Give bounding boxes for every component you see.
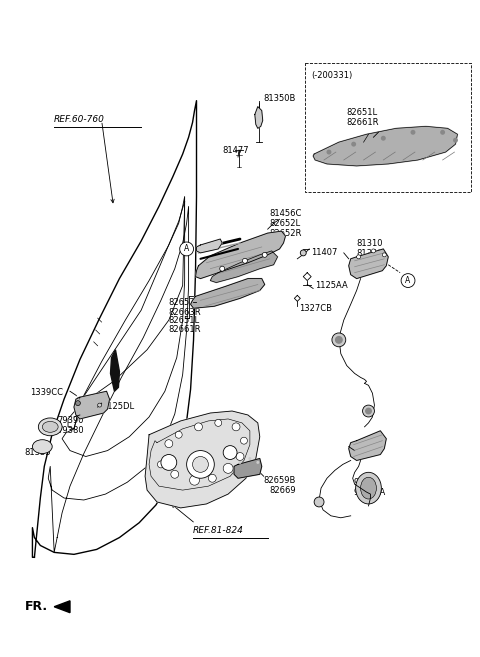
- Ellipse shape: [38, 418, 62, 436]
- Text: 82661R: 82661R: [347, 118, 379, 127]
- Text: 82663R: 82663R: [169, 307, 202, 317]
- Circle shape: [190, 475, 200, 485]
- Polygon shape: [145, 411, 260, 508]
- Polygon shape: [191, 279, 264, 308]
- Circle shape: [223, 463, 233, 473]
- Text: 82661R: 82661R: [169, 325, 201, 334]
- Text: 79390: 79390: [57, 417, 84, 426]
- Ellipse shape: [356, 472, 381, 504]
- Text: A: A: [184, 244, 189, 254]
- Circle shape: [410, 130, 416, 135]
- Circle shape: [383, 253, 386, 257]
- Polygon shape: [349, 249, 388, 279]
- Text: 79380: 79380: [57, 426, 84, 436]
- Text: 82651L: 82651L: [347, 108, 378, 117]
- Circle shape: [175, 431, 182, 438]
- Text: 82652L: 82652L: [270, 219, 301, 228]
- Polygon shape: [54, 600, 70, 613]
- Text: REF.60-760: REF.60-760: [54, 114, 105, 124]
- Circle shape: [262, 252, 267, 258]
- Circle shape: [215, 419, 222, 426]
- Circle shape: [194, 423, 203, 431]
- Text: 82669: 82669: [270, 486, 296, 495]
- Circle shape: [332, 333, 346, 347]
- Text: (-200331): (-200331): [311, 71, 352, 80]
- Ellipse shape: [360, 477, 376, 499]
- Circle shape: [208, 474, 216, 482]
- Polygon shape: [195, 231, 286, 279]
- Text: 81350B: 81350B: [264, 94, 296, 103]
- Circle shape: [256, 461, 259, 464]
- Bar: [305, 63, 471, 192]
- Text: FR.: FR.: [24, 600, 48, 613]
- Circle shape: [157, 461, 164, 468]
- Circle shape: [75, 401, 80, 405]
- Polygon shape: [210, 251, 277, 283]
- Circle shape: [220, 266, 225, 271]
- Text: 81310: 81310: [357, 240, 383, 248]
- Text: 1339CC: 1339CC: [30, 388, 63, 397]
- Text: 91658A: 91658A: [354, 487, 386, 497]
- Circle shape: [236, 453, 244, 461]
- Circle shape: [365, 407, 372, 415]
- Circle shape: [223, 445, 237, 459]
- Circle shape: [453, 138, 458, 143]
- Circle shape: [351, 142, 356, 147]
- Text: 81477: 81477: [222, 146, 249, 154]
- Circle shape: [165, 440, 173, 447]
- Circle shape: [300, 250, 306, 256]
- Ellipse shape: [42, 421, 58, 432]
- Text: 1327CB: 1327CB: [300, 304, 332, 313]
- Text: 82653L: 82653L: [169, 298, 200, 307]
- Text: 11407: 11407: [311, 248, 337, 258]
- Circle shape: [357, 255, 360, 259]
- Text: REF.81-824: REF.81-824: [192, 526, 243, 535]
- Circle shape: [232, 423, 240, 431]
- Circle shape: [326, 150, 331, 154]
- Circle shape: [381, 136, 386, 141]
- Text: 82651L: 82651L: [169, 315, 200, 325]
- Circle shape: [440, 130, 445, 135]
- Circle shape: [180, 242, 193, 256]
- Text: 1125AA: 1125AA: [315, 281, 348, 290]
- Polygon shape: [255, 106, 263, 128]
- Polygon shape: [234, 459, 262, 478]
- Circle shape: [187, 451, 214, 478]
- Text: 1125DL: 1125DL: [102, 401, 134, 411]
- Polygon shape: [74, 392, 109, 419]
- Circle shape: [171, 470, 179, 478]
- Polygon shape: [313, 126, 457, 166]
- Text: 82659B: 82659B: [264, 476, 296, 485]
- Circle shape: [314, 497, 324, 507]
- Text: 82652R: 82652R: [270, 229, 302, 238]
- Circle shape: [97, 403, 102, 407]
- Polygon shape: [196, 239, 222, 253]
- Text: 81320: 81320: [357, 250, 383, 258]
- Circle shape: [161, 455, 177, 470]
- Circle shape: [240, 437, 247, 444]
- Circle shape: [401, 274, 415, 288]
- Polygon shape: [349, 431, 386, 461]
- Circle shape: [372, 249, 375, 253]
- Text: 81456C: 81456C: [270, 209, 302, 218]
- Text: 91651: 91651: [354, 478, 380, 487]
- Text: A: A: [406, 276, 411, 285]
- Polygon shape: [110, 350, 120, 392]
- Circle shape: [239, 461, 241, 464]
- Circle shape: [335, 336, 343, 344]
- Circle shape: [192, 457, 208, 472]
- Circle shape: [362, 405, 374, 417]
- Ellipse shape: [33, 440, 52, 453]
- Circle shape: [242, 258, 247, 263]
- Circle shape: [249, 457, 252, 460]
- Text: 81335: 81335: [24, 448, 51, 457]
